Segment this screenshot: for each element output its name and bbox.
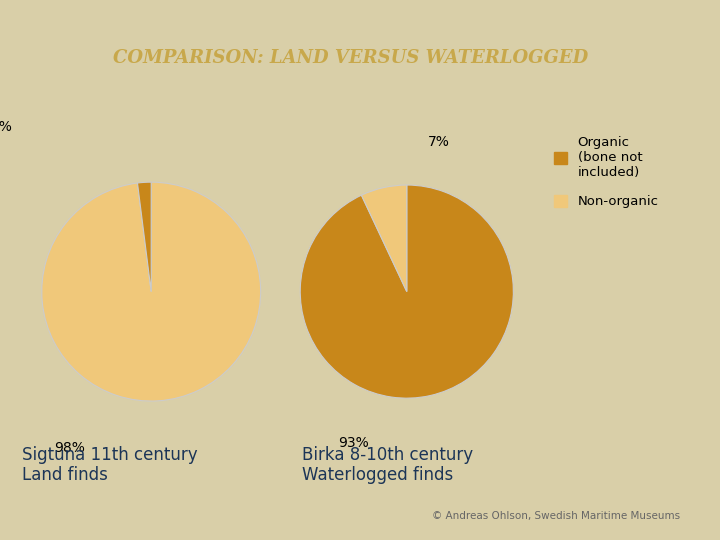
Text: COMPARISON: LAND VERSUS WATERLOGGED: COMPARISON: LAND VERSUS WATERLOGGED — [113, 49, 588, 67]
Legend: Organic
(bone not
included), Non-organic: Organic (bone not included), Non-organic — [554, 136, 659, 208]
Wedge shape — [42, 182, 261, 401]
Text: Birka 8-10th century
Waterlogged finds: Birka 8-10th century Waterlogged finds — [302, 446, 474, 484]
Wedge shape — [300, 185, 513, 398]
Wedge shape — [361, 185, 407, 292]
Text: 98%: 98% — [54, 441, 84, 455]
Text: 7%: 7% — [428, 136, 450, 150]
Wedge shape — [138, 182, 151, 292]
Text: 93%: 93% — [338, 436, 369, 450]
Text: 2%: 2% — [0, 120, 12, 134]
Text: © Andreas Ohlson, Swedish Maritime Museums: © Andreas Ohlson, Swedish Maritime Museu… — [432, 511, 680, 521]
Text: Sigtuna 11th century
Land finds: Sigtuna 11th century Land finds — [22, 446, 197, 484]
